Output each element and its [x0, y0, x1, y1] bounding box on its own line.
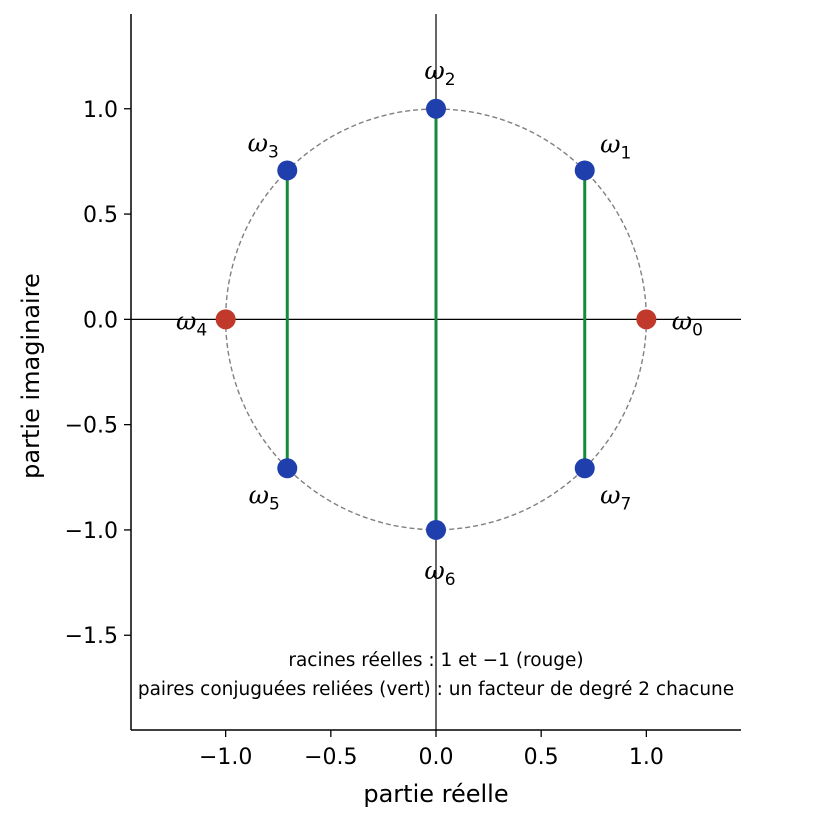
root-point: [426, 98, 446, 119]
root-label: ω3: [248, 128, 279, 162]
y-tick-label: −1.0: [65, 519, 118, 544]
y-tick-label: −0.5: [65, 414, 118, 439]
root-point: [277, 160, 298, 181]
root-labels: ω0 ω1 ω2 ω3 ω4 ω5 ω6 ω7: [176, 56, 703, 590]
root-point: [215, 309, 236, 330]
y-axis-title: partie imaginaire: [17, 273, 45, 479]
annotation-conjugate-pairs: paires conjuguées reliées (vert) : un fa…: [138, 679, 734, 700]
annotation-real-roots: racines réelles : 1 et −1 (rouge): [288, 650, 583, 671]
y-ticks: −1.5 −1.0 −0.5 0.0 0.5 1.0: [65, 98, 131, 649]
y-tick-label: 1.0: [83, 98, 118, 123]
x-tick-label: 0.5: [524, 745, 559, 770]
conjugate-pair-lines: [285, 108, 587, 530]
root-label: ω7: [600, 480, 631, 514]
root-label: ω4: [176, 306, 207, 340]
root-point: [574, 458, 595, 479]
root-label: ω6: [424, 556, 455, 590]
root-label: ω0: [672, 306, 703, 340]
y-tick-label: 0.0: [83, 308, 118, 333]
root-point: [574, 160, 595, 181]
x-ticks: −1.0 −0.5 0.0 0.5 1.0: [199, 730, 664, 770]
x-tick-label: 1.0: [629, 745, 664, 770]
y-tick-label: 0.5: [83, 203, 118, 228]
x-tick-label: −0.5: [304, 745, 357, 770]
x-tick-label: −1.0: [199, 745, 252, 770]
root-points: [215, 98, 657, 540]
root-label: ω5: [249, 480, 280, 514]
x-axis-title: partie réelle: [363, 780, 508, 808]
x-tick-label: 0.0: [419, 745, 454, 770]
root-point: [277, 458, 298, 479]
y-tick-label: −1.5: [65, 624, 118, 649]
root-point: [636, 309, 657, 330]
root-label: ω2: [424, 56, 455, 90]
root-point: [426, 519, 446, 540]
root-label: ω1: [600, 129, 631, 163]
plot-area: ω0 ω1 ω2 ω3 ω4 ω5 ω6 ω7: [131, 14, 741, 730]
